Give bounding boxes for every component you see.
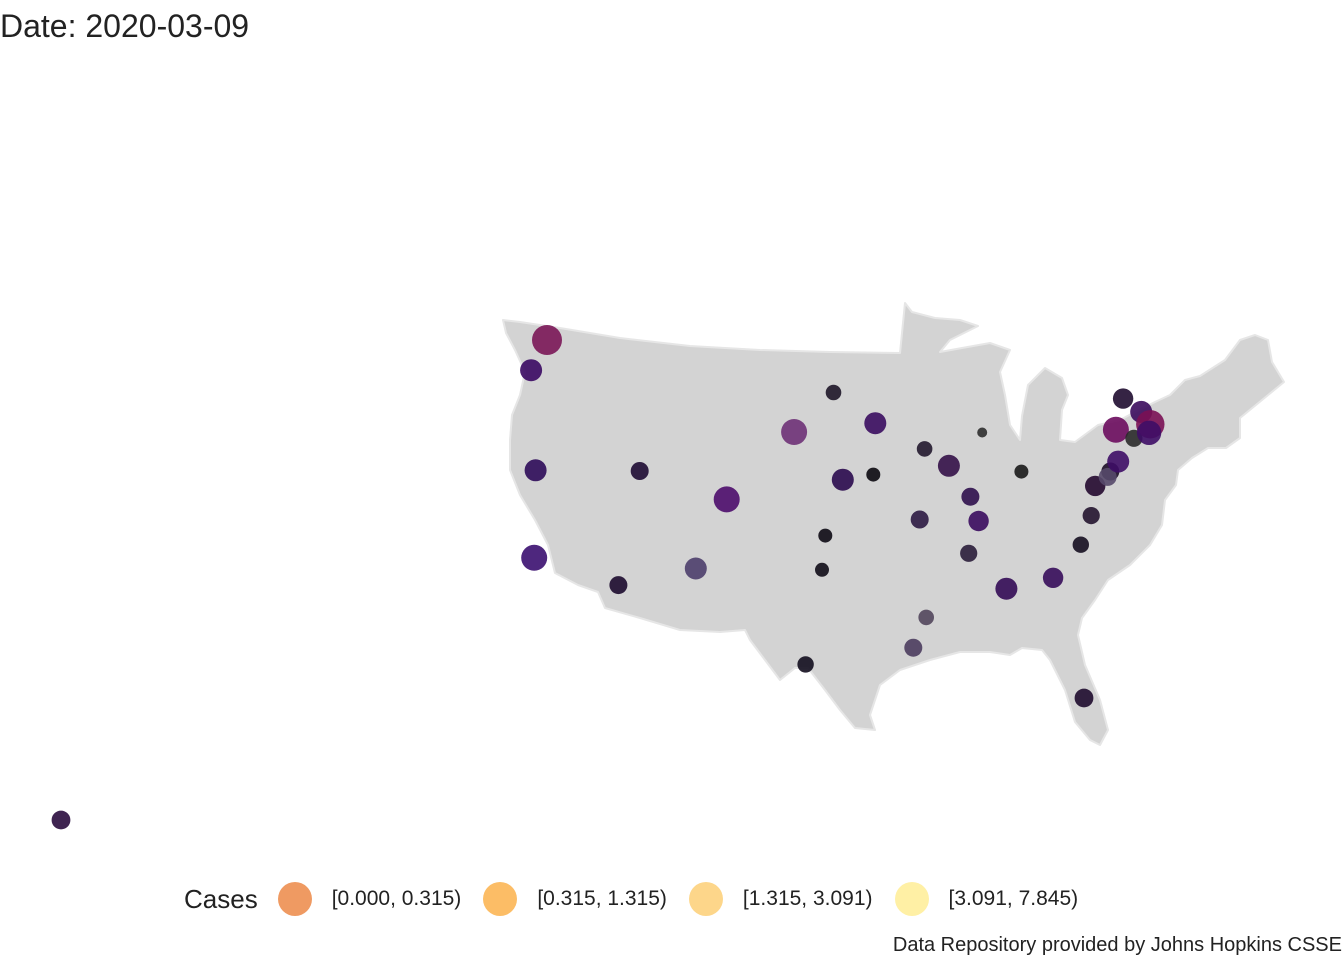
case-points [51,325,1165,830]
case-point [1098,467,1117,486]
case-point [797,656,814,673]
case-point [1107,450,1130,473]
case-point [960,544,978,562]
legend-label: [1.315, 3.091) [742,887,873,910]
case-point [977,427,988,438]
case-point [684,557,707,580]
legend-item: [0.315, 1.315) [483,882,667,916]
case-point [781,419,808,445]
case-point [520,359,543,382]
data-source-caption: Data Repository provided by Johns Hopkin… [892,934,1342,956]
case-point [1136,420,1162,445]
case-point [1042,567,1064,588]
case-point [51,810,71,830]
case-point [937,454,960,477]
legend-item: [1.315, 3.091) [688,882,873,916]
case-point [1074,688,1094,708]
legend-swatch-3 [688,882,723,916]
legend: Cases [0.000, 0.315) [0.315, 1.315) [1.3… [184,876,1100,922]
case-point [815,562,829,577]
legend-swatch-4 [894,882,929,916]
case-point [866,467,881,482]
case-point [961,487,980,506]
case-point [918,609,934,626]
legend-item: [0.000, 0.315) [277,882,462,916]
case-point [995,577,1018,600]
legend-title: Cases [184,883,258,914]
case-point [1014,464,1029,479]
case-point [630,462,649,480]
page-title: Date: 2020-03-09 [0,8,250,44]
case-point [532,325,562,355]
legend-swatch-2 [483,882,518,916]
case-point [818,528,833,543]
case-point [713,486,740,513]
case-point [831,468,854,491]
case-point [1102,416,1129,443]
case-point [904,638,923,657]
legend-label: [0.000, 0.315) [331,887,462,910]
legend-swatch-1 [277,882,312,916]
case-point [1072,536,1090,553]
case-point [916,441,933,457]
case-point [609,576,628,595]
case-point [521,544,548,571]
legend-item: [3.091, 7.845) [894,882,1079,916]
case-point [1082,506,1100,525]
case-point [524,459,547,482]
case-point [1112,388,1134,409]
case-point [910,510,929,529]
case-point [825,384,842,401]
legend-label: [0.315, 1.315) [537,887,667,910]
legend-label: [3.091, 7.845) [948,887,1079,910]
contiguous-us-landmass [502,302,1285,746]
case-point [864,412,887,435]
case-point [968,510,989,532]
